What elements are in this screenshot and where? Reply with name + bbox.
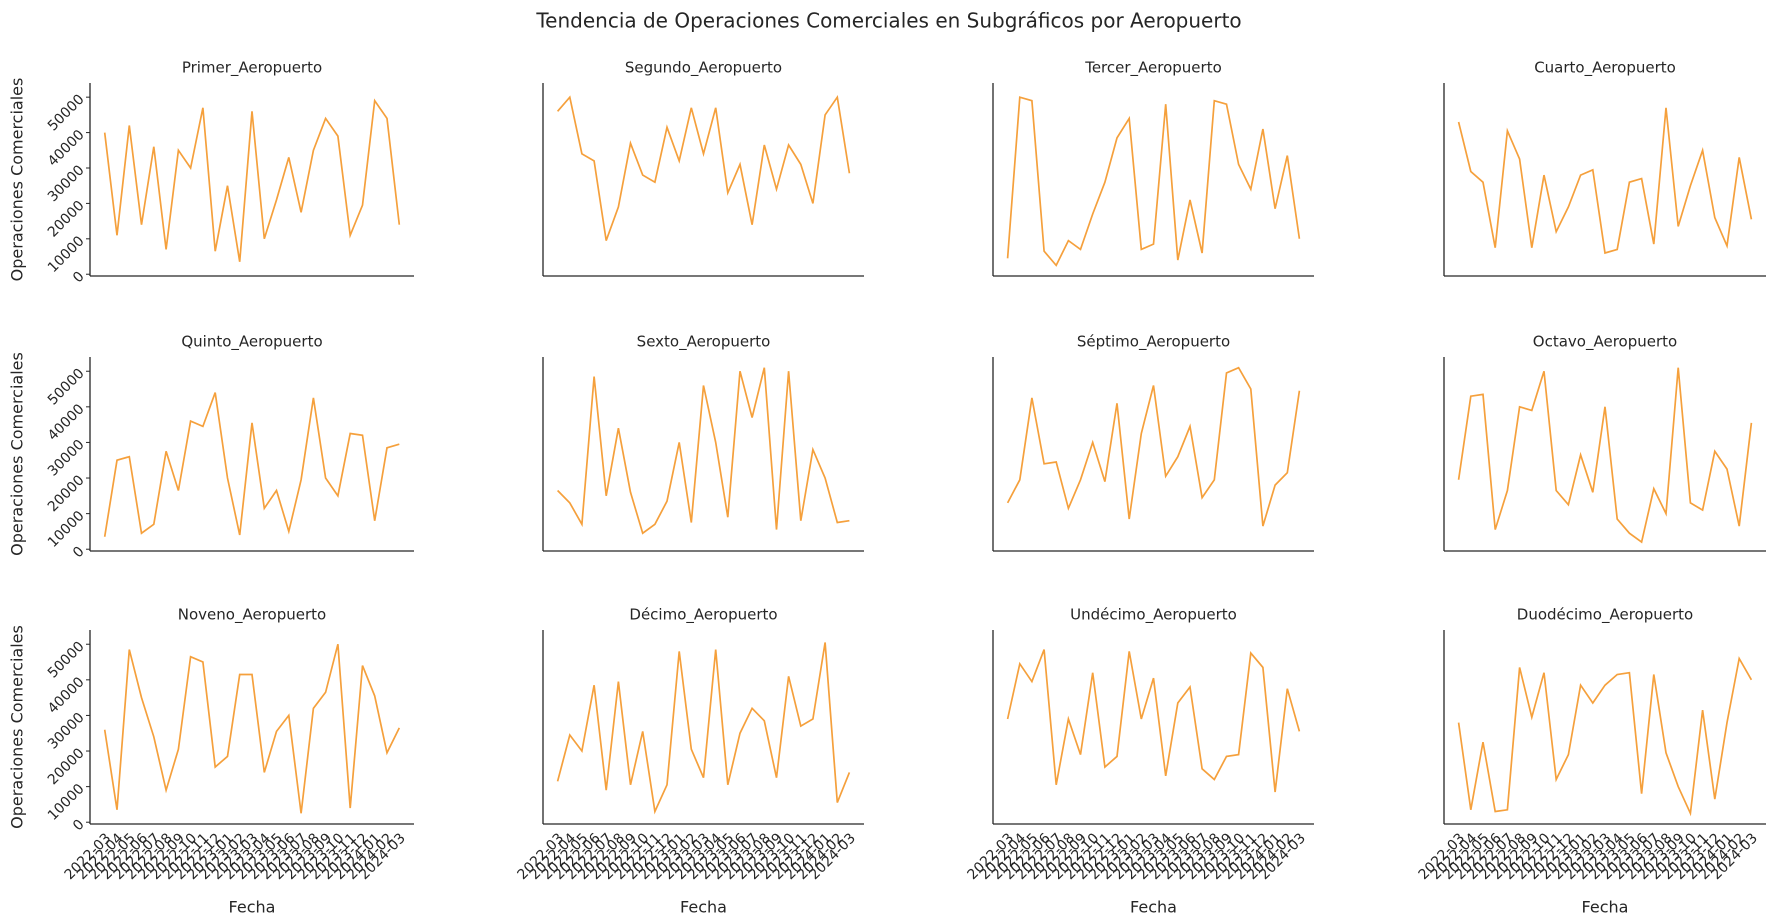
- y-tick-label: 20000: [45, 745, 88, 788]
- subplot-title: Primer_Aeropuerto: [182, 59, 322, 78]
- y-tick-label: 0: [70, 817, 88, 835]
- line: [556, 94, 851, 241]
- x-axis-label: Fecha: [1130, 898, 1177, 917]
- y-tick-label: 30000: [45, 162, 88, 205]
- x-axis-label: Fecha: [680, 898, 727, 917]
- subplot-title: Séptimo_Aeropuerto: [1077, 333, 1230, 352]
- line: [103, 98, 401, 262]
- subplot-title: Cuarto_Aeropuerto: [1534, 59, 1676, 78]
- line: [1006, 649, 1301, 793]
- y-tick-label: 10000: [45, 781, 88, 824]
- y-tick-label: 50000: [45, 92, 88, 135]
- y-tick-label: 50000: [45, 366, 88, 409]
- y-tick-label: 0: [70, 269, 88, 287]
- subplot-title: Quinto_Aeropuerto: [181, 333, 322, 352]
- line: [1457, 656, 1753, 817]
- line: [103, 643, 401, 814]
- y-tick-label: 10000: [45, 233, 88, 276]
- y-tick-label: 50000: [45, 639, 88, 682]
- y-tick-label: 40000: [45, 674, 88, 717]
- y-axis-label: Operaciones Comerciales: [8, 352, 27, 556]
- subplot-title: Sexto_Aeropuerto: [637, 333, 771, 352]
- y-tick-label: 40000: [45, 127, 88, 170]
- line: [1457, 107, 1753, 255]
- subplot-title: Duodécimo_Aeropuerto: [1517, 606, 1693, 625]
- y-axis-label: Operaciones Comerciales: [8, 78, 27, 282]
- subplot-title: Undécimo_Aeropuerto: [1070, 606, 1237, 625]
- line: [1457, 367, 1753, 544]
- y-tick-label: 10000: [45, 508, 88, 551]
- x-axis-label: Fecha: [1582, 898, 1629, 917]
- subplot-title: Tercer_Aeropuerto: [1084, 59, 1222, 78]
- line: [1006, 366, 1301, 527]
- y-tick-label: 40000: [45, 401, 88, 444]
- y-axis-label: Operaciones Comerciales: [8, 625, 27, 829]
- line: [556, 642, 851, 815]
- y-tick-label: 20000: [45, 198, 88, 241]
- y-tick-label: 30000: [45, 710, 88, 753]
- line: [1006, 96, 1301, 267]
- x-axis-label: Fecha: [229, 898, 276, 917]
- y-tick-label: 0: [70, 544, 88, 562]
- y-tick-label: 20000: [45, 472, 88, 515]
- subplot-title: Segundo_Aeropuerto: [625, 59, 782, 78]
- subplot-title: Octavo_Aeropuerto: [1533, 333, 1677, 352]
- line: [103, 392, 400, 537]
- subplot-title: Noveno_Aeropuerto: [178, 606, 326, 625]
- subplot-title: Décimo_Aeropuerto: [629, 606, 777, 625]
- y-tick-label: 30000: [45, 437, 88, 480]
- line: [556, 367, 850, 535]
- figure-title: Tendencia de Operaciones Comerciales en …: [535, 9, 1241, 33]
